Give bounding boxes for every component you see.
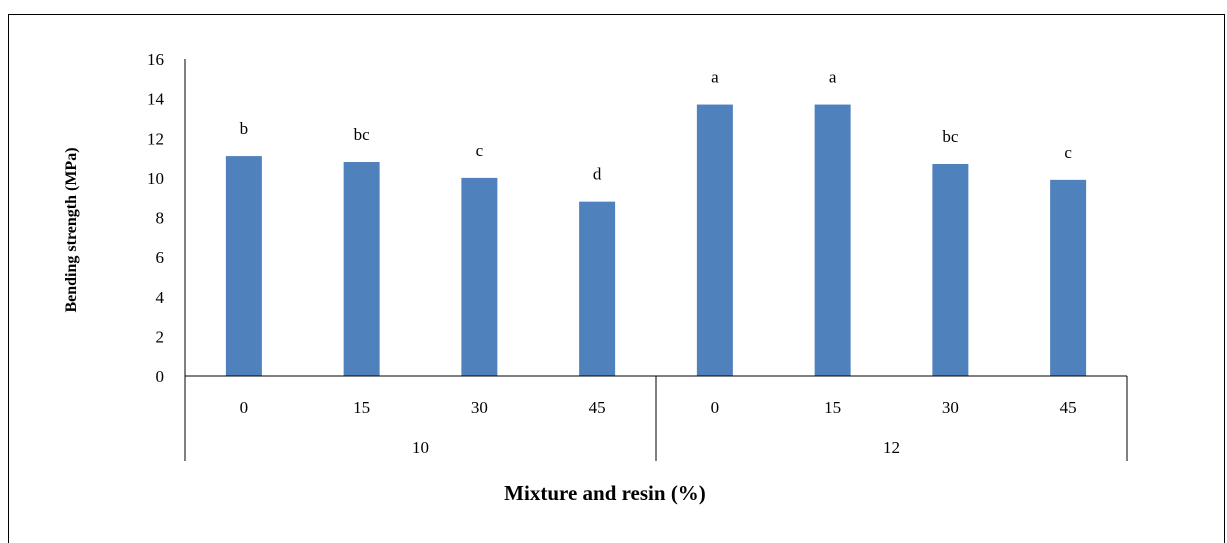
category-label: 30 [471, 398, 488, 417]
bar [461, 177, 498, 376]
bar [1050, 179, 1087, 376]
data-label: d [593, 165, 602, 184]
data-label: b [240, 119, 249, 138]
data-label: a [711, 68, 719, 87]
y-tick-label: 4 [156, 288, 165, 307]
y-axis-ticks: 0 2 4 6 8 10 12 14 16 [147, 50, 165, 386]
y-tick-label: 16 [147, 50, 164, 69]
category-label: 0 [240, 398, 249, 417]
y-tick-label: 8 [156, 209, 165, 228]
y-axis-title: Bending strength (MPa) [63, 147, 80, 312]
category-labels: 0 15 30 45 0 15 30 45 [240, 398, 1077, 417]
chart-frame [8, 14, 1225, 543]
bar [343, 162, 380, 376]
group-label: 12 [883, 438, 900, 457]
axes [184, 59, 1128, 461]
category-label: 0 [711, 398, 720, 417]
group-label: 10 [412, 438, 429, 457]
bar [225, 156, 262, 376]
data-label: a [829, 68, 837, 87]
data-label: bc [354, 125, 371, 144]
bar [814, 104, 851, 376]
bar [932, 164, 969, 376]
x-axis-title: Mixture and resin (%) [504, 481, 706, 505]
y-tick-label: 10 [147, 169, 164, 188]
data-label: bc [942, 127, 959, 146]
category-label: 45 [589, 398, 606, 417]
data-label: c [1064, 143, 1072, 162]
category-label: 30 [942, 398, 959, 417]
category-label: 15 [353, 398, 370, 417]
category-label: 15 [824, 398, 841, 417]
bars [225, 104, 1087, 376]
data-label: c [476, 141, 484, 160]
y-tick-label: 2 [156, 327, 165, 346]
y-tick-label: 12 [147, 129, 164, 148]
group-labels: 10 12 [412, 438, 900, 457]
y-tick-label: 0 [156, 367, 165, 386]
bar [579, 201, 616, 376]
category-label: 45 [1060, 398, 1077, 417]
y-tick-label: 6 [156, 248, 165, 267]
bar [696, 104, 733, 376]
y-tick-label: 14 [147, 90, 165, 109]
data-labels: b bc c d a a bc c [240, 68, 1073, 184]
